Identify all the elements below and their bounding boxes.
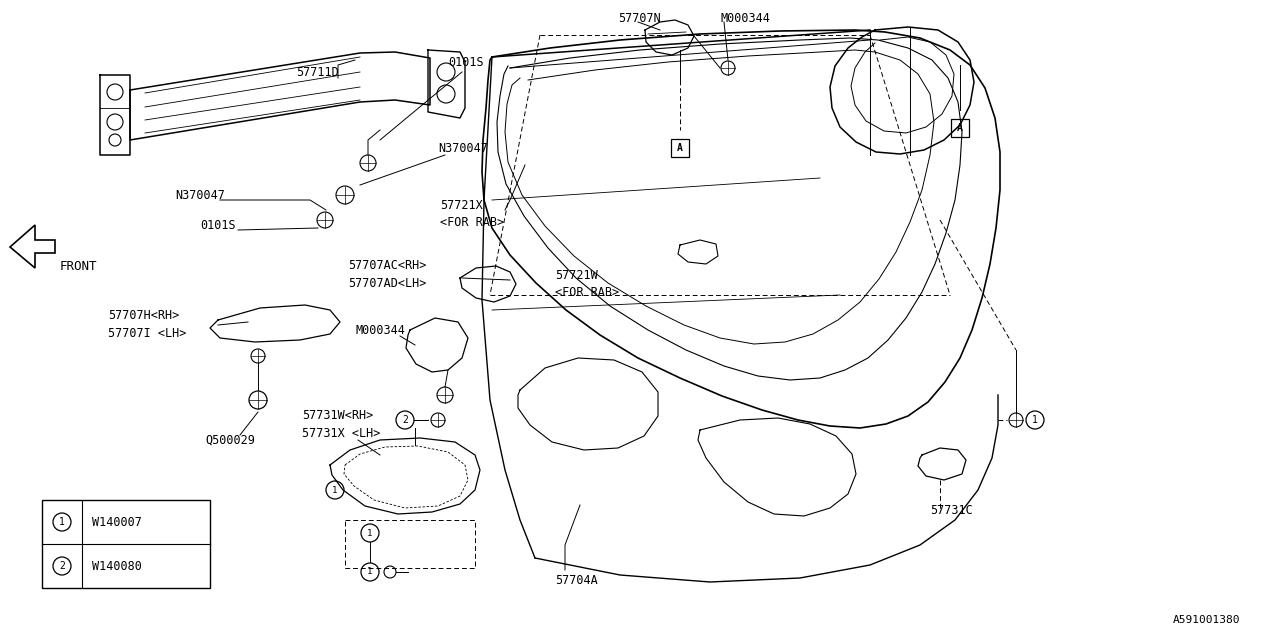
Text: 57731X <LH>: 57731X <LH>: [302, 426, 380, 440]
Text: A591001380: A591001380: [1172, 615, 1240, 625]
Text: 57707I <LH>: 57707I <LH>: [108, 326, 187, 339]
Text: 1: 1: [1032, 415, 1038, 425]
Text: 1: 1: [367, 529, 372, 538]
Text: <FOR RAB>: <FOR RAB>: [556, 285, 620, 298]
Text: N370047: N370047: [438, 141, 488, 154]
Text: M000344: M000344: [355, 323, 404, 337]
Text: M000344: M000344: [721, 12, 769, 24]
Text: 57707AD<LH>: 57707AD<LH>: [348, 276, 426, 289]
Text: 0101S: 0101S: [200, 218, 236, 232]
Text: 0101S: 0101S: [448, 56, 484, 68]
Text: 57704A: 57704A: [556, 573, 598, 586]
Text: 1: 1: [59, 517, 65, 527]
Text: W140007: W140007: [92, 515, 142, 529]
Text: 2: 2: [59, 561, 65, 571]
Text: <FOR RAB>: <FOR RAB>: [440, 216, 504, 228]
Text: Q500029: Q500029: [205, 433, 255, 447]
Text: 57721W: 57721W: [556, 269, 598, 282]
Text: 1: 1: [367, 568, 372, 577]
Bar: [42, 500, 210, 588]
Text: 57707H<RH>: 57707H<RH>: [108, 308, 179, 321]
Text: N370047: N370047: [175, 189, 225, 202]
Bar: [671, 139, 689, 157]
Bar: [951, 119, 969, 137]
Text: W140080: W140080: [92, 559, 142, 573]
Text: A: A: [677, 143, 684, 153]
Text: 1: 1: [333, 486, 338, 495]
Text: A: A: [957, 123, 963, 133]
Text: 57721X: 57721X: [440, 198, 483, 211]
Text: 57707AC<RH>: 57707AC<RH>: [348, 259, 426, 271]
Text: 57711D: 57711D: [296, 65, 339, 79]
Text: 57731W<RH>: 57731W<RH>: [302, 408, 374, 422]
Text: 57707N: 57707N: [618, 12, 660, 24]
Text: FRONT: FRONT: [60, 260, 97, 273]
Text: 57731C: 57731C: [931, 504, 973, 516]
Text: 2: 2: [402, 415, 408, 425]
